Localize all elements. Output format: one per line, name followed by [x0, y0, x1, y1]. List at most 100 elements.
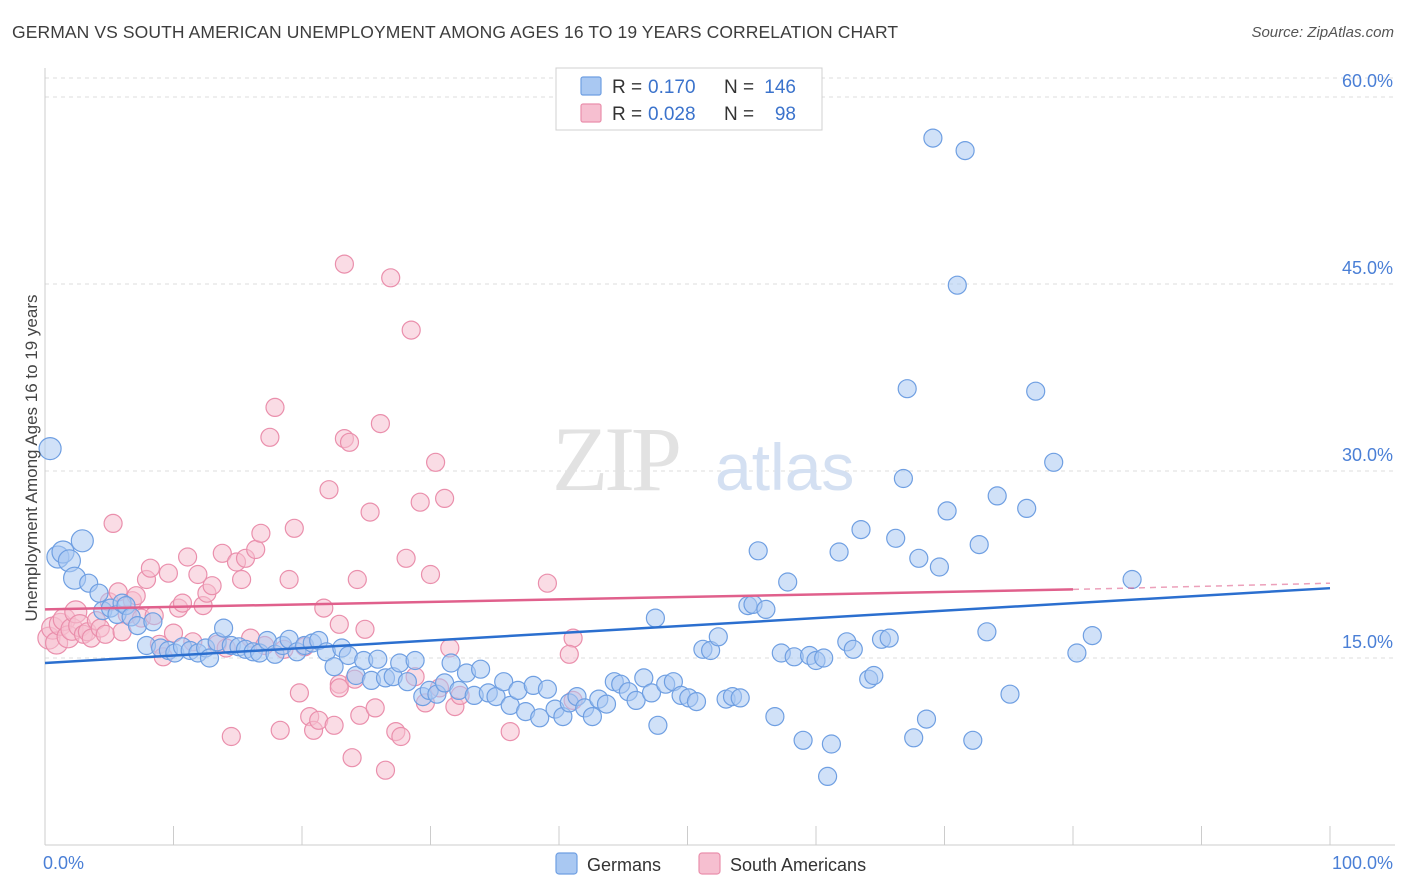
south-american-point [339, 432, 360, 452]
south-american-point [260, 427, 280, 447]
german-point [829, 542, 849, 562]
south-american-point [188, 564, 208, 585]
legend-n-label: N = [724, 104, 754, 125]
german-point [1122, 569, 1142, 590]
german-point [70, 529, 94, 553]
south-american-point [420, 564, 441, 585]
south-american-point [270, 720, 290, 740]
german-point [851, 519, 871, 540]
german-point [969, 534, 989, 555]
german-point [817, 766, 838, 787]
south-american-point [435, 488, 455, 508]
german-point [368, 649, 388, 669]
south-american-point [202, 576, 222, 596]
german-point [756, 599, 776, 620]
legend-r-label: R = [612, 104, 642, 125]
south-americans-trend-line [44, 588, 1074, 611]
german-point [765, 706, 785, 727]
german-point [1026, 381, 1046, 401]
y-tick-label: 45.0% [1342, 258, 1393, 278]
south-american-point [350, 705, 370, 725]
german-point [730, 688, 750, 708]
x-tick-label-left: 0.0% [43, 853, 84, 873]
german-point [793, 730, 813, 750]
german-point [897, 379, 917, 399]
series-legend: Germans South Americans [555, 852, 866, 875]
trend-lines [44, 582, 1331, 665]
south-american-point [391, 726, 411, 747]
y-tick-label: 60.0% [1342, 71, 1393, 91]
chart-source: Source: ZipAtlas.com [1251, 24, 1394, 41]
south-american-point [381, 268, 401, 288]
german-point [143, 612, 163, 632]
south-american-point [232, 569, 252, 590]
german-point [486, 686, 506, 707]
south-american-point [375, 760, 396, 780]
german-point [214, 618, 234, 638]
legend-r-value: 0.170 [648, 77, 696, 98]
grid-layer [45, 77, 1395, 659]
german-point [886, 528, 906, 548]
south-american-point [324, 715, 344, 735]
y-tick-label: 15.0% [1342, 632, 1393, 652]
german-point [1017, 498, 1037, 518]
south-american-point [279, 569, 299, 590]
german-point [645, 608, 666, 628]
german-point [1044, 452, 1064, 472]
south-american-point [284, 518, 304, 538]
south-american-point [396, 548, 416, 568]
legend-swatch [580, 103, 602, 123]
y-tick-label: 30.0% [1342, 445, 1393, 465]
german-point [582, 706, 603, 727]
german-point [909, 548, 929, 568]
south-american-point [221, 726, 241, 747]
south-american-point [158, 563, 178, 583]
german-point [38, 437, 62, 461]
german-point [641, 683, 662, 703]
legend-n-value: 98 [775, 104, 796, 125]
german-point [977, 622, 997, 642]
german-point [405, 650, 425, 671]
german-point [955, 141, 975, 161]
german-point [199, 648, 220, 668]
german-point [596, 694, 617, 714]
south-american-point [365, 698, 385, 718]
german-point [937, 501, 957, 521]
german-point [537, 679, 558, 699]
german-point [893, 468, 914, 489]
german-point [324, 657, 344, 677]
legend-row-south-americans: R = 0.028 N = 98 [580, 103, 796, 125]
bottom-legend-label: South Americans [730, 855, 866, 875]
german-point [963, 730, 983, 750]
german-point [748, 541, 768, 561]
axis-layer [44, 68, 1395, 846]
german-point [441, 653, 461, 673]
german-point [879, 628, 899, 648]
german-point [634, 668, 654, 688]
south-american-point [355, 619, 375, 639]
south-american-point [314, 598, 334, 618]
german-point [397, 672, 417, 692]
south-american-point [265, 397, 285, 417]
german-point [864, 665, 884, 686]
south-american-point [360, 502, 380, 522]
south-american-point [410, 492, 430, 512]
south-american-point [178, 547, 198, 567]
german-point [494, 672, 514, 692]
south-american-point [329, 678, 349, 698]
german-point [987, 486, 1007, 506]
german-point [648, 715, 668, 735]
german-point [821, 734, 842, 754]
german-point [947, 275, 967, 295]
legend-row-germans: R = 0.170 N = 146 [580, 76, 796, 98]
watermark-zip: ZIP [552, 408, 679, 510]
german-point [814, 648, 834, 668]
german-point [778, 572, 798, 592]
german-point [686, 691, 707, 712]
south-american-point [334, 254, 354, 274]
german-point [843, 639, 863, 659]
south-american-point [246, 539, 266, 560]
watermark: ZIP atlas [552, 408, 854, 510]
south-american-point [103, 513, 123, 534]
